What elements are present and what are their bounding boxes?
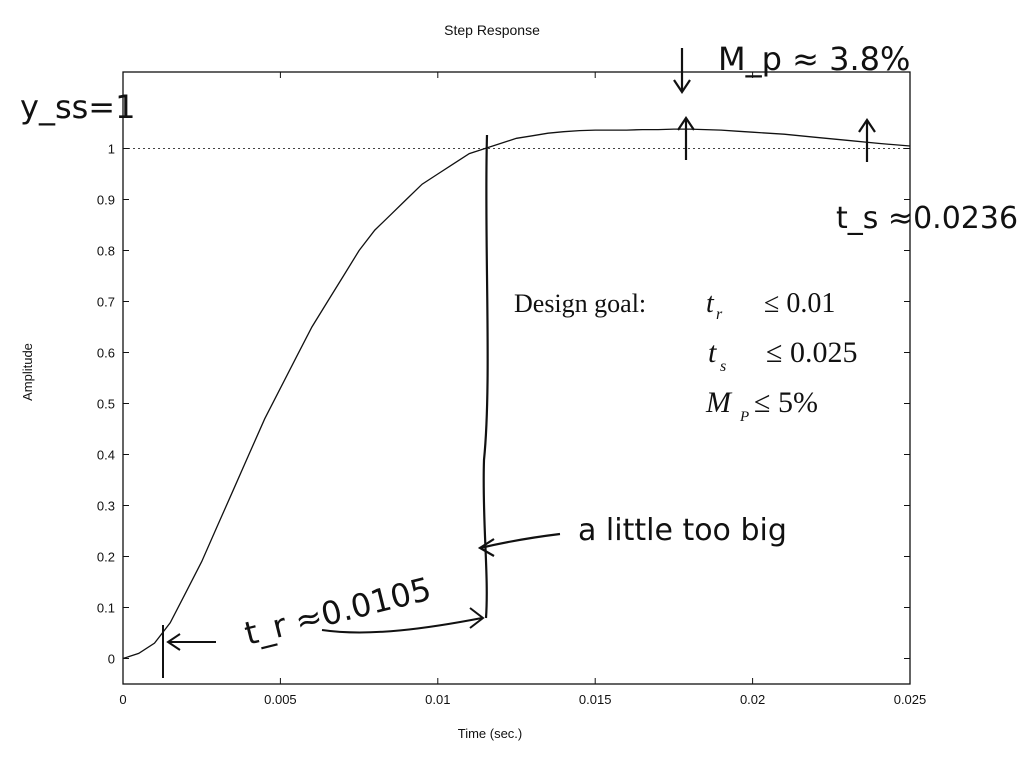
note-arrow-icon [477, 532, 561, 557]
goal-ts-value: ≤ 0.025 [766, 336, 857, 369]
tr-annotation: t_r ≈0.0105 [241, 570, 435, 653]
yss-annotation: y_ss=1 [20, 88, 135, 126]
note-annotation: a little too big [578, 513, 787, 548]
goal-ts-symbol: t [708, 336, 717, 369]
x-tick-label: 0.025 [894, 692, 927, 707]
y-tick-label: 1 [108, 142, 115, 157]
goal-mp-symbol: M [705, 386, 733, 419]
x-axis-ticks: 0 0.005 0.01 0.015 0.02 0.025 [119, 72, 926, 707]
x-tick-label: 0.015 [579, 692, 612, 707]
step-response-curve [122, 128, 911, 660]
x-tick-label: 0.01 [425, 692, 450, 707]
goal-ts-subscript: s [720, 358, 726, 375]
x-tick-label: 0.02 [740, 692, 765, 707]
y-tick-label: 0.3 [97, 499, 115, 514]
plot-area-frame [122, 71, 911, 685]
mp-annotation: M_p ≈ 3.8% [718, 40, 910, 78]
x-tick-label: 0.005 [264, 692, 297, 707]
chart-title: Step Response [444, 22, 540, 38]
tr-end-marker [482, 134, 489, 619]
y-axis-label: Amplitude [20, 343, 35, 401]
mp-down-arrow-icon [673, 48, 691, 94]
y-tick-label: 0.6 [97, 346, 115, 361]
goal-mp-value: ≤ 5% [754, 386, 818, 419]
goal-mp-subscript: P [739, 409, 749, 425]
y-axis-ticks: 0 0.1 0.2 0.3 0.4 0.5 0.6 0.7 0.8 0.9 1 [97, 142, 910, 667]
ts-up-arrow-icon [858, 118, 876, 162]
goal-ts-row: t s ≤ 0.025 [708, 336, 857, 375]
y-tick-label: 0.5 [97, 397, 115, 412]
tr-span-arrow-icon [321, 607, 485, 634]
x-axis-label: Time (sec.) [458, 726, 523, 741]
tr-start-marker [162, 625, 216, 678]
goal-tr-row: t r ≤ 0.01 [706, 288, 835, 323]
goal-mp-row: M P ≤ 5% [705, 386, 818, 425]
mp-up-arrow-icon [677, 116, 695, 160]
goal-tr-subscript: r [716, 306, 723, 323]
y-tick-label: 0.8 [97, 244, 115, 259]
y-tick-label: 0.7 [97, 295, 115, 310]
y-tick-label: 0 [108, 652, 115, 667]
y-tick-label: 0.4 [97, 448, 115, 463]
ts-annotation: t_s ≈0.0236 [836, 201, 1018, 236]
design-goal-label: Design goal: [514, 289, 646, 318]
y-tick-label: 0.1 [97, 601, 115, 616]
goal-tr-value: ≤ 0.01 [764, 288, 835, 319]
x-tick-label: 0 [119, 692, 126, 707]
y-tick-label: 0.9 [97, 193, 115, 208]
goal-tr-symbol: t [706, 288, 715, 319]
y-tick-label: 0.2 [97, 550, 115, 565]
